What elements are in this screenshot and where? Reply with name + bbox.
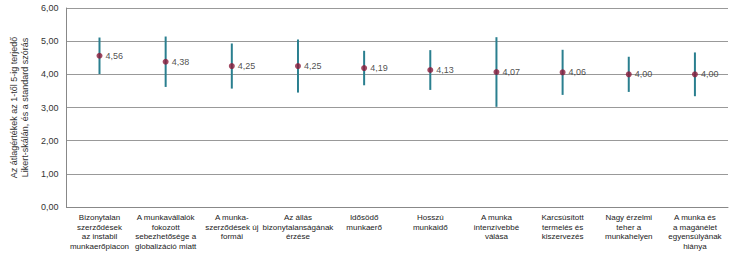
svg-text:sebezhetősége a: sebezhetősége a [135, 232, 196, 241]
svg-text:munkaidő: munkaidő [413, 223, 448, 232]
svg-text:5,00: 5,00 [41, 36, 59, 46]
svg-text:A munkavállalók: A munkavállalók [137, 213, 196, 222]
svg-text:Idősödő: Idősödő [350, 213, 379, 222]
svg-text:érzése: érzése [286, 232, 311, 241]
svg-text:munkahelyen: munkahelyen [605, 232, 653, 241]
svg-text:4,00: 4,00 [41, 69, 59, 79]
svg-text:szerződések: szerződések [77, 223, 123, 232]
svg-text:0,00: 0,00 [41, 202, 59, 212]
svg-text:teher a: teher a [616, 223, 641, 232]
svg-text:4,38: 4,38 [172, 57, 190, 67]
svg-text:Nagy érzelmi: Nagy érzelmi [605, 213, 652, 222]
svg-text:2,00: 2,00 [41, 136, 59, 146]
svg-text:A munka-: A munka- [215, 213, 249, 222]
svg-text:Az átlagértékek az 1-től 5-ig: Az átlagértékek az 1-től 5-ig terjedő [9, 37, 19, 179]
svg-text:globalizáció miatt: globalizáció miatt [135, 242, 197, 251]
svg-text:4,07: 4,07 [502, 67, 520, 77]
svg-text:szerződések új: szerződések új [205, 223, 259, 232]
svg-text:6,00: 6,00 [41, 3, 59, 13]
svg-text:bizonytalanságának: bizonytalanságának [263, 223, 335, 232]
svg-text:4,25: 4,25 [238, 61, 256, 71]
svg-text:4,25: 4,25 [304, 61, 322, 71]
svg-text:Az állás: Az állás [284, 213, 312, 222]
svg-text:termelés és: termelés és [542, 223, 583, 232]
svg-text:Likert-skálán, és a standard s: Likert-skálán, és a standard szórás [20, 37, 30, 177]
svg-text:intenzívebbé: intenzívebbé [474, 223, 520, 232]
svg-text:Hosszú: Hosszú [417, 213, 444, 222]
svg-text:4,00: 4,00 [701, 69, 719, 79]
svg-text:munkaerőpiacon: munkaerőpiacon [70, 242, 129, 251]
svg-text:munkaerő: munkaerő [346, 223, 382, 232]
svg-text:3,00: 3,00 [41, 103, 59, 113]
svg-text:hiánya: hiánya [683, 242, 707, 251]
svg-text:formái: formái [221, 232, 243, 241]
svg-text:válása: válása [485, 232, 509, 241]
svg-text:A munka: A munka [481, 213, 513, 222]
svg-text:fokozott: fokozott [152, 223, 181, 232]
svg-text:4,56: 4,56 [105, 51, 123, 61]
svg-text:a magánélet: a magánélet [673, 223, 718, 232]
svg-text:A munka és: A munka és [674, 213, 716, 222]
svg-text:az instabil: az instabil [82, 232, 118, 241]
svg-text:Karcsúsított: Karcsúsított [541, 213, 584, 222]
svg-text:4,00: 4,00 [635, 69, 653, 79]
svg-text:egyensúlyának: egyensúlyának [668, 232, 722, 241]
svg-text:1,00: 1,00 [41, 169, 59, 179]
svg-text:4,06: 4,06 [569, 67, 587, 77]
svg-text:4,19: 4,19 [370, 63, 388, 73]
svg-text:kiszervezés: kiszervezés [542, 232, 584, 241]
svg-text:Bizonytalan: Bizonytalan [79, 213, 120, 222]
svg-text:4,13: 4,13 [436, 65, 454, 75]
